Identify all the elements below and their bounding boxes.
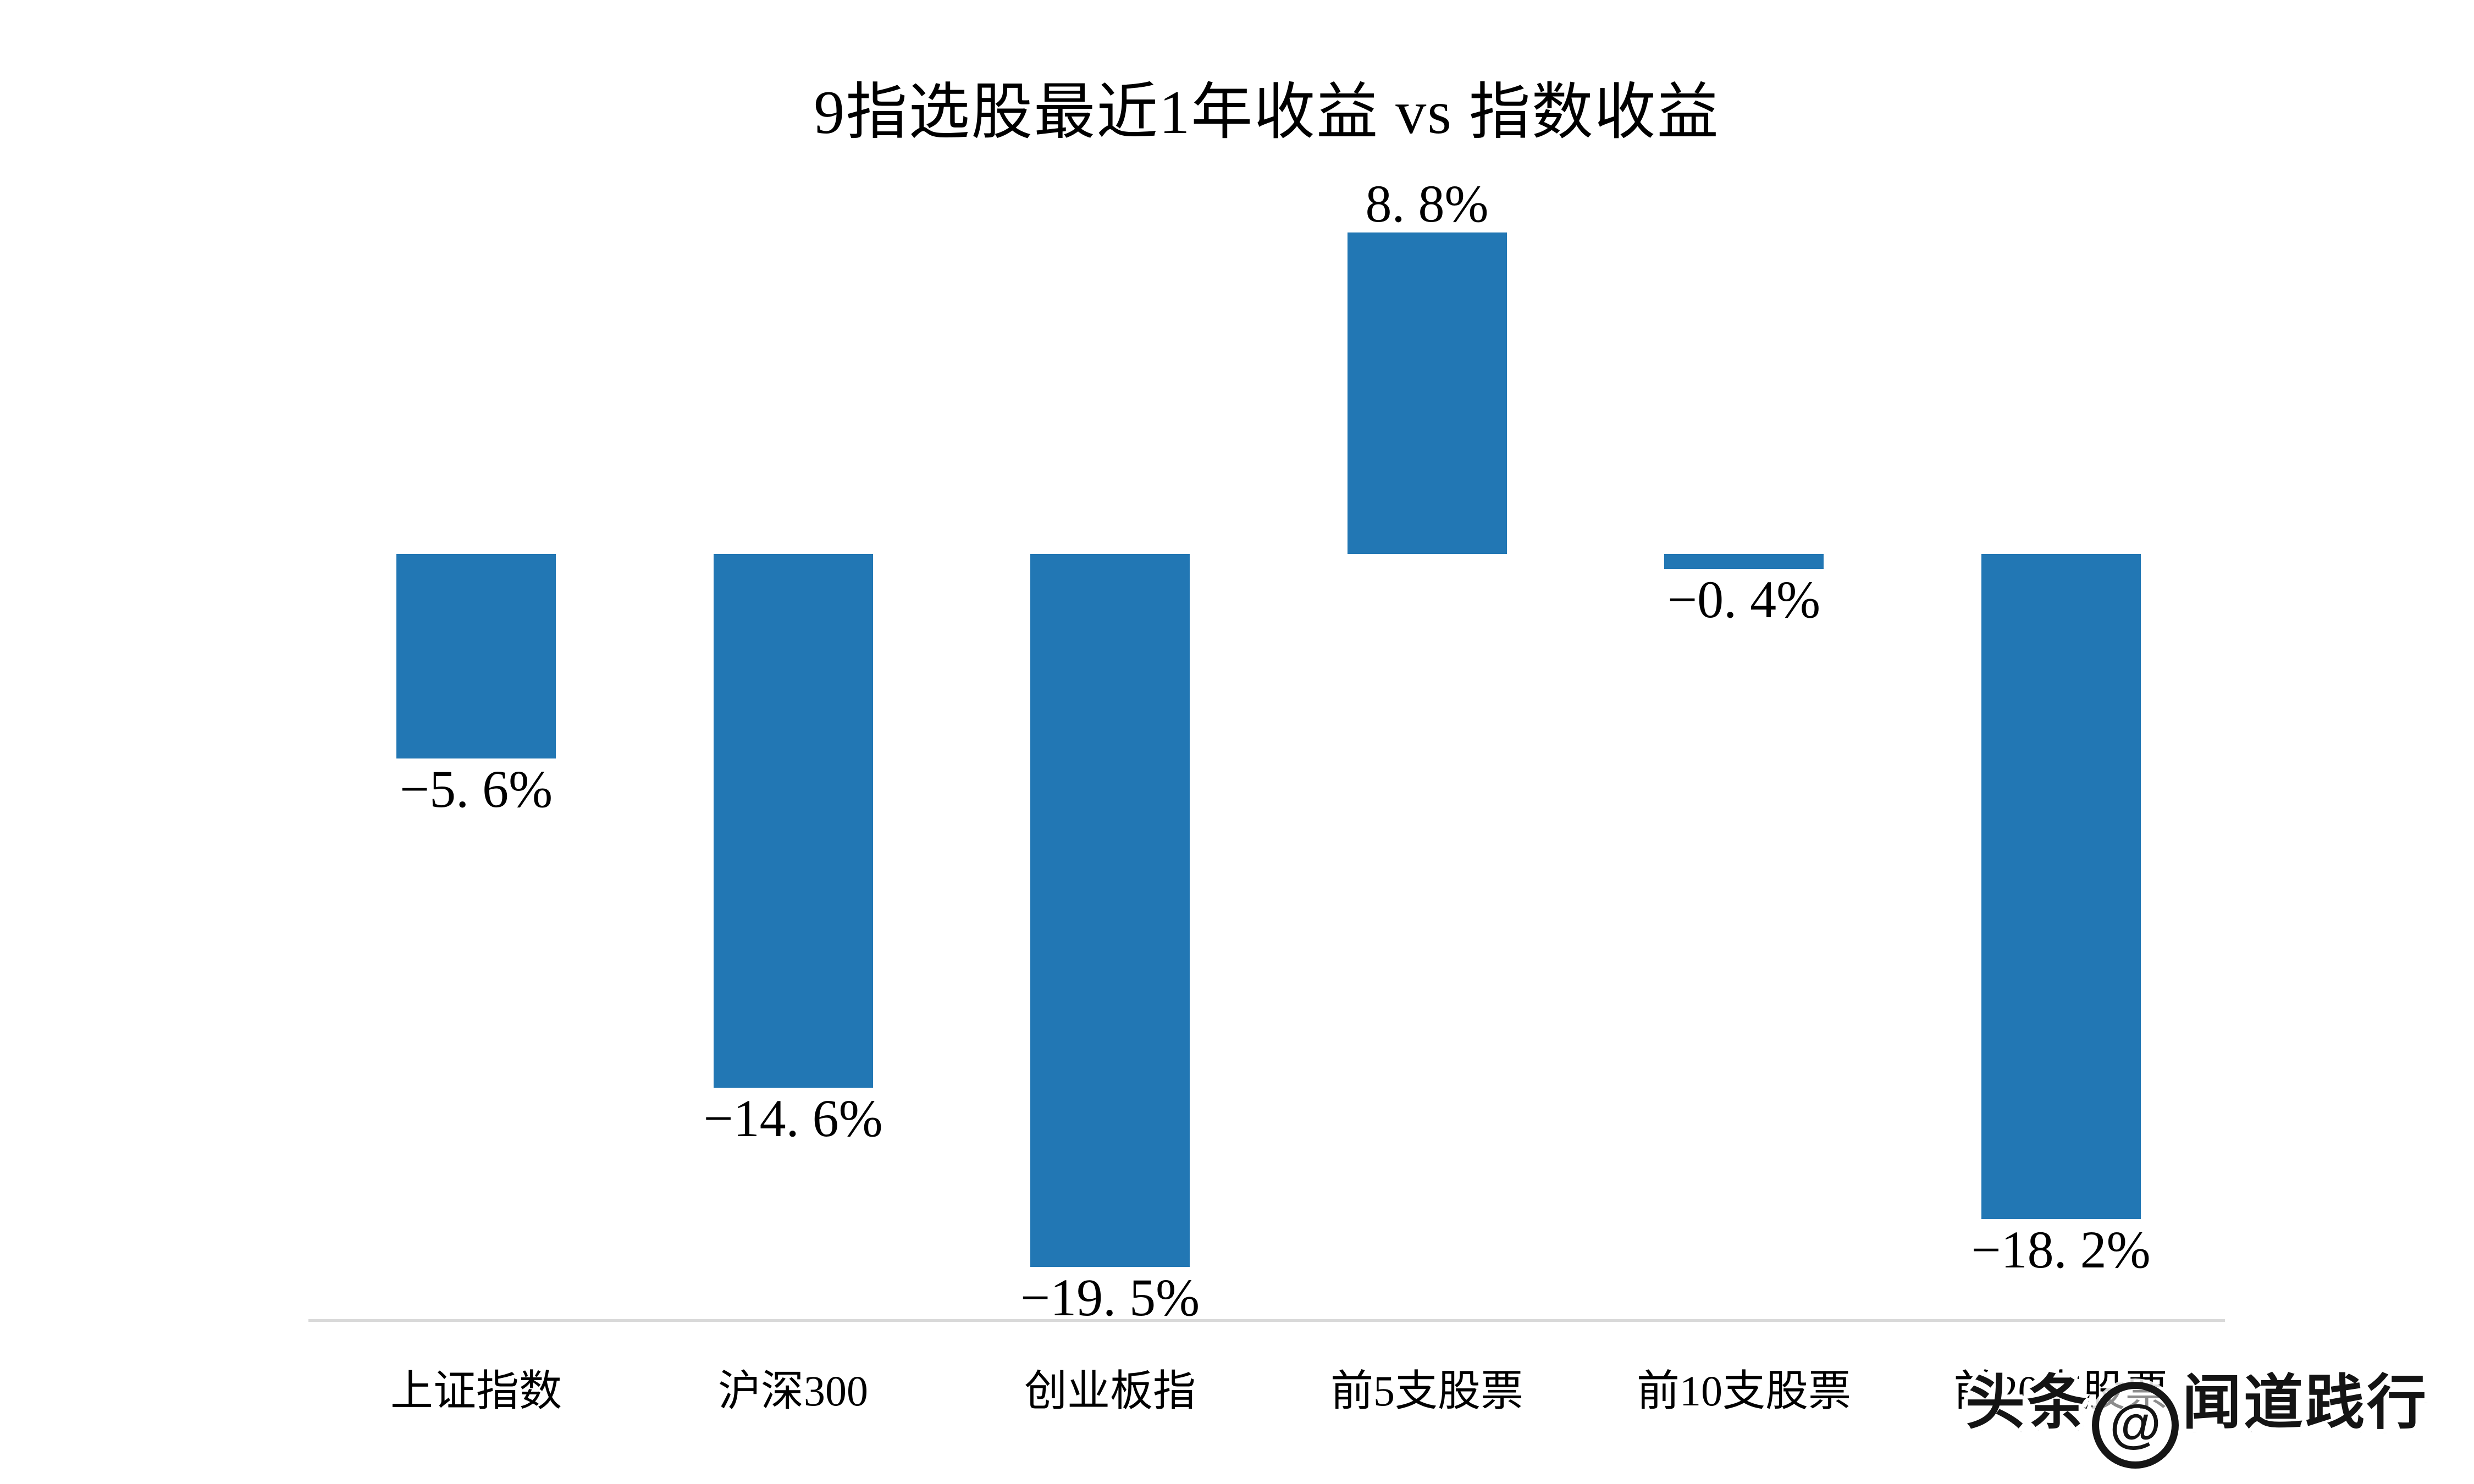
x-category-label: 前5支股票 xyxy=(1330,1367,1523,1415)
watermark: 头条 @ 闻道践行 xyxy=(1965,1364,2428,1469)
bar xyxy=(1664,554,1824,569)
watermark-suffix: 闻道践行 xyxy=(2182,1369,2429,1436)
bar-value-label: 8. 8% xyxy=(1365,174,1489,233)
bar-value-label: −18. 2% xyxy=(1971,1220,2151,1280)
bar xyxy=(396,554,556,759)
bar xyxy=(713,554,873,1088)
toutiao-at-logo-icon: @ xyxy=(2092,1382,2179,1469)
bar-value-label: −19. 5% xyxy=(1020,1267,1200,1327)
chart-title: 9指选股最近1年收益 vs 指数收益 xyxy=(814,79,1720,147)
x-category-label: 前10支股票 xyxy=(1636,1367,1851,1415)
bar-value-label: −14. 6% xyxy=(703,1088,883,1148)
watermark-prefix: 头条 xyxy=(1965,1369,2089,1436)
bar-value-label: −5. 6% xyxy=(399,760,553,819)
x-category-label: 上证指数 xyxy=(390,1367,562,1415)
bar-value-label: −0. 4% xyxy=(1667,569,1821,629)
bar xyxy=(1981,554,2141,1220)
x-axis-line xyxy=(308,1319,2225,1322)
bar xyxy=(1030,554,1190,1267)
x-category-label: 沪深300 xyxy=(717,1367,868,1415)
x-category-label: 创业板指 xyxy=(1024,1367,1196,1415)
bar xyxy=(1347,232,1507,554)
